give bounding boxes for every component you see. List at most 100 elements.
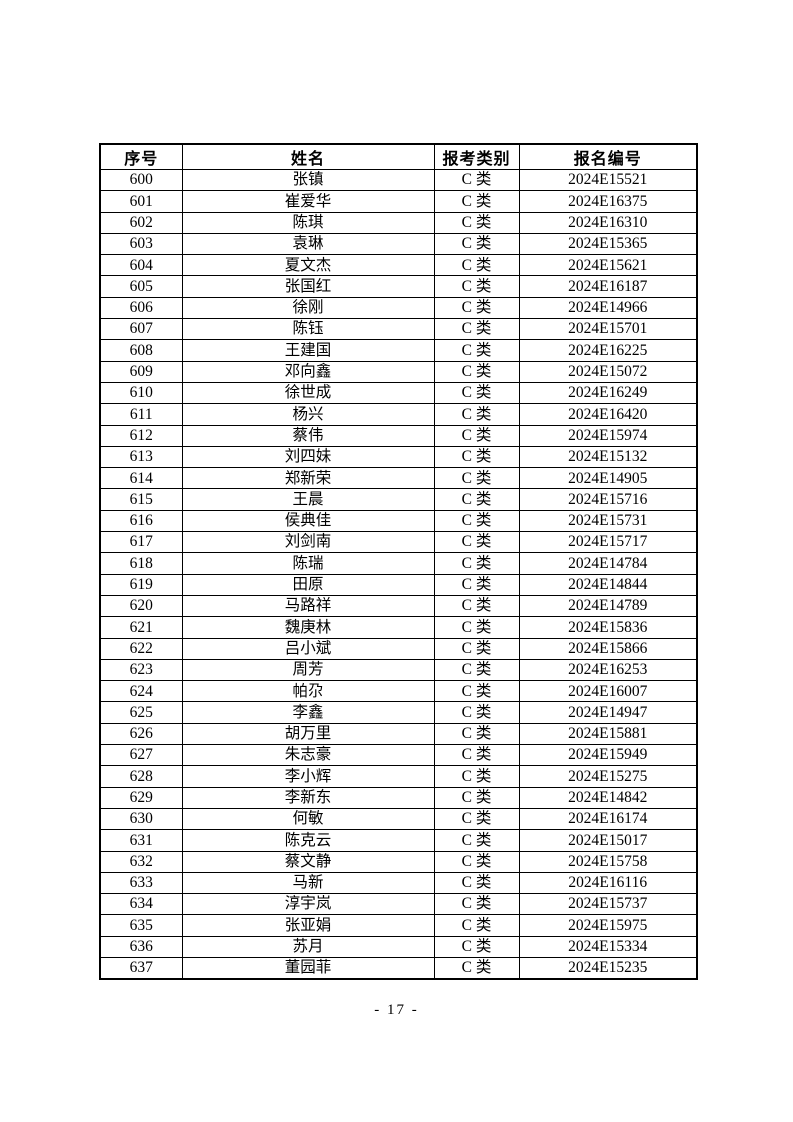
cell-registration-number: 2024E15717 [518,531,698,554]
table-row: 629 李新东 C 类 2024E14842 [99,786,698,809]
cell-exam-category: C 类 [433,786,520,809]
cell-serial-number: 631 [99,829,183,852]
cell-exam-category: C 类 [433,403,520,426]
cell-registration-number: 2024E15621 [518,254,698,277]
cell-registration-number: 2024E16116 [518,871,698,895]
cell-serial-number: 633 [99,871,183,895]
table-row: 630 何敏 C 类 2024E16174 [99,807,698,831]
cell-exam-category: C 类 [433,637,520,660]
cell-exam-category: C 类 [433,722,520,746]
cell-name: 陈克云 [181,829,435,852]
cell-name: 李小辉 [181,765,435,788]
cell-name: 徐世成 [181,381,435,405]
cell-registration-number: 2024E15949 [518,744,698,767]
cell-exam-category: C 类 [433,232,520,256]
cell-name: 朱志豪 [181,744,435,767]
table-row: 618 陈瑞 C 类 2024E14784 [99,552,698,575]
table-row: 635 张亚娟 C 类 2024E15975 [99,914,698,937]
cell-serial-number: 604 [99,254,183,277]
header-registration-number: 报名编号 [518,143,698,170]
cell-exam-category: C 类 [433,616,520,639]
cell-registration-number: 2024E16007 [518,680,698,703]
cell-exam-category: C 类 [433,594,520,618]
table-row: 609 邓向鑫 C 类 2024E15072 [99,360,698,383]
table-row: 613 刘四妹 C 类 2024E15132 [99,445,698,469]
cell-serial-number: 618 [99,552,183,575]
table-row: 631 陈克云 C 类 2024E15017 [99,829,698,852]
cell-name: 陈瑞 [181,552,435,575]
cell-serial-number: 624 [99,680,183,703]
cell-serial-number: 609 [99,360,183,383]
cell-serial-number: 628 [99,765,183,788]
cell-name: 蔡伟 [181,424,435,447]
cell-name: 何敏 [181,807,435,831]
cell-exam-category: C 类 [433,701,520,724]
cell-registration-number: 2024E14844 [518,573,698,596]
table-row: 615 王晨 C 类 2024E15716 [99,488,698,511]
table-row: 605 张国红 C 类 2024E16187 [99,275,698,298]
cell-name: 苏月 [181,935,435,958]
cell-exam-category: C 类 [433,467,520,490]
header-name: 姓名 [181,143,435,170]
cell-name: 刘剑南 [181,531,435,554]
cell-exam-category: C 类 [433,339,520,362]
cell-name: 崔爱华 [181,190,435,213]
cell-exam-category: C 类 [433,296,520,320]
table-row: 614 郑新荣 C 类 2024E14905 [99,467,698,490]
table-row: 610 徐世成 C 类 2024E16249 [99,381,698,405]
cell-registration-number: 2024E16375 [518,190,698,213]
cell-name: 胡万里 [181,722,435,746]
cell-name: 袁琳 [181,232,435,256]
cell-exam-category: C 类 [433,765,520,788]
cell-serial-number: 632 [99,850,183,873]
cell-serial-number: 630 [99,807,183,831]
table-row: 626 胡万里 C 类 2024E15881 [99,722,698,746]
cell-registration-number: 2024E16310 [518,211,698,234]
cell-serial-number: 635 [99,914,183,937]
cell-registration-number: 2024E15731 [518,509,698,533]
cell-registration-number: 2024E15235 [518,956,698,980]
table-row: 607 陈钰 C 类 2024E15701 [99,318,698,341]
cell-serial-number: 637 [99,956,183,980]
cell-exam-category: C 类 [433,211,520,234]
page-number: - 17 - [374,1002,419,1018]
header-exam-category: 报考类别 [433,143,520,170]
cell-serial-number: 606 [99,296,183,320]
cell-serial-number: 601 [99,190,183,213]
cell-exam-category: C 类 [433,829,520,852]
table-row: 632 蔡文静 C 类 2024E15758 [99,850,698,873]
table-row: 624 帕尕 C 类 2024E16007 [99,680,698,703]
cell-registration-number: 2024E14905 [518,467,698,490]
cell-registration-number: 2024E16420 [518,403,698,426]
cell-name: 夏文杰 [181,254,435,277]
cell-serial-number: 615 [99,488,183,511]
cell-name: 王建国 [181,339,435,362]
cell-name: 张亚娟 [181,914,435,937]
cell-registration-number: 2024E15737 [518,893,698,916]
cell-serial-number: 617 [99,531,183,554]
cell-registration-number: 2024E16187 [518,275,698,298]
table-row: 620 马路祥 C 类 2024E14789 [99,594,698,618]
cell-registration-number: 2024E15866 [518,637,698,660]
cell-registration-number: 2024E14842 [518,786,698,809]
table-row: 625 李鑫 C 类 2024E14947 [99,701,698,724]
cell-name: 蔡文静 [181,850,435,873]
cell-name: 帕尕 [181,680,435,703]
cell-name: 王晨 [181,488,435,511]
cell-name: 张镇 [181,168,435,192]
cell-serial-number: 625 [99,701,183,724]
cell-registration-number: 2024E16249 [518,381,698,405]
cell-registration-number: 2024E16253 [518,658,698,682]
cell-name: 魏庚林 [181,616,435,639]
cell-serial-number: 600 [99,168,183,192]
cell-registration-number: 2024E15881 [518,722,698,746]
cell-exam-category: C 类 [433,871,520,895]
cell-registration-number: 2024E14966 [518,296,698,320]
cell-name: 田原 [181,573,435,596]
table-row: 617 刘剑南 C 类 2024E15717 [99,531,698,554]
cell-serial-number: 603 [99,232,183,256]
cell-exam-category: C 类 [433,424,520,447]
cell-name: 淳宇岚 [181,893,435,916]
table-row: 616 侯典佳 C 类 2024E15731 [99,509,698,533]
table-row: 627 朱志豪 C 类 2024E15949 [99,744,698,767]
